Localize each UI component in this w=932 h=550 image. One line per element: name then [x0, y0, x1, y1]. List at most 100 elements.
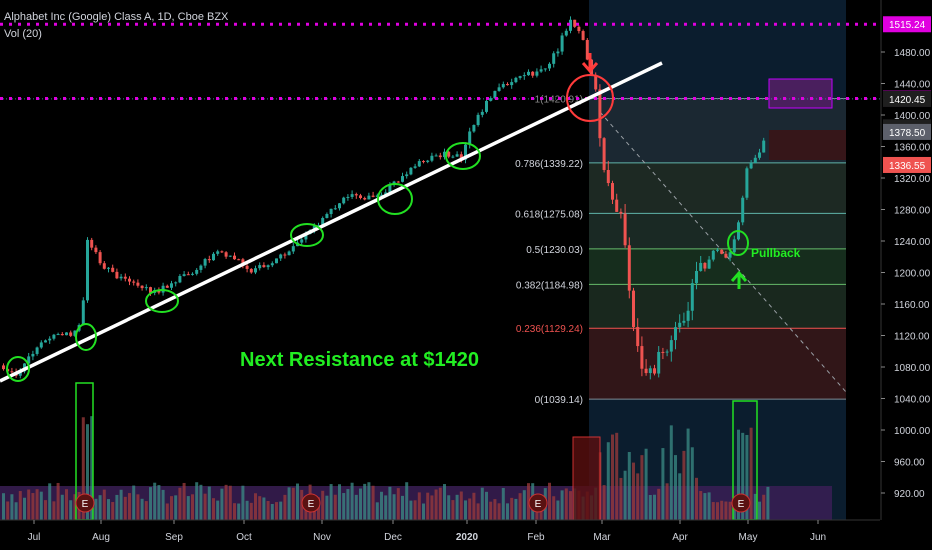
candle-body: [455, 154, 459, 157]
volume-bar: [724, 501, 728, 520]
y-tick-label: 1040.00: [894, 395, 931, 406]
x-tick-label: Apr: [672, 532, 688, 543]
candle-body: [711, 250, 715, 260]
candle-body: [657, 351, 661, 374]
candle-body: [480, 111, 484, 115]
volume-bar: [52, 501, 56, 520]
volume-bar: [741, 432, 745, 520]
candle-body: [472, 125, 476, 132]
candle-body: [539, 69, 543, 72]
candle-body: [174, 282, 178, 284]
candle-body: [371, 195, 375, 197]
volume-bar: [224, 484, 228, 520]
y-tick-label: 1480.00: [894, 48, 931, 59]
candle-body: [619, 211, 623, 214]
volume-bar: [98, 495, 102, 520]
volume-bar: [623, 470, 627, 520]
volume-bar: [249, 502, 253, 520]
price-tag: [883, 16, 931, 33]
candle-body: [136, 282, 140, 286]
volume-bar: [207, 486, 211, 520]
volume-bar: [220, 488, 224, 520]
volume-bar: [548, 482, 551, 520]
volume-bar: [753, 493, 757, 520]
x-tick-label: Nov: [313, 532, 331, 543]
candle-body: [132, 281, 136, 283]
y-tick-label: 1280.00: [894, 206, 931, 217]
candle-body: [207, 259, 211, 261]
volume-bar: [409, 500, 413, 520]
candle-body: [464, 144, 467, 160]
price-tag-label: 1378.50: [889, 128, 926, 139]
candle-body: [438, 155, 442, 158]
candle-body: [518, 76, 522, 78]
volume-bar: [245, 500, 249, 520]
candle-body: [35, 347, 39, 354]
candle-body: [485, 100, 488, 112]
volume-bar: [716, 502, 719, 520]
candle-body: [44, 340, 47, 343]
volume-bar: [342, 493, 346, 520]
candle-body: [291, 246, 295, 252]
candle-body: [275, 258, 278, 264]
volume-bar: [518, 493, 522, 520]
candle-body: [65, 332, 68, 336]
candle-body: [422, 161, 425, 163]
candle-body: [325, 214, 329, 218]
volume-bar: [728, 501, 732, 520]
candle-body: [695, 270, 698, 284]
volume-bar: [254, 493, 257, 520]
volume-bar: [283, 494, 287, 520]
candle-body: [317, 225, 320, 227]
volume-bar: [493, 499, 497, 520]
volume-bar: [472, 492, 476, 520]
earnings-marker-label: E: [308, 499, 315, 510]
candle-body: [249, 268, 253, 273]
volume-bar: [354, 494, 358, 520]
volume-bar: [60, 494, 64, 520]
candle-body: [413, 166, 417, 168]
touch-point-circle: [377, 183, 413, 215]
volume-bar: [434, 489, 438, 520]
earnings-marker-label: E: [535, 499, 542, 510]
candle-body: [94, 247, 98, 253]
volume-bar: [611, 434, 614, 520]
candle-body: [606, 169, 610, 184]
candle-body: [245, 265, 249, 269]
volume-bar: [422, 503, 425, 520]
candle-body: [401, 176, 404, 182]
price-tag: [883, 123, 931, 140]
volume-bar: [266, 500, 270, 520]
candle-body: [598, 89, 602, 139]
candle-body: [203, 259, 207, 266]
volume-bar: [468, 498, 472, 520]
volume-bar: [325, 495, 329, 520]
volume-bar: [48, 483, 52, 520]
candle-body: [648, 368, 652, 374]
y-tick-label: 1120.00: [894, 332, 930, 343]
volume-bar: [640, 455, 644, 520]
volume-bar: [296, 483, 299, 520]
candle-body: [669, 340, 673, 352]
volume-bar: [81, 417, 85, 520]
pullback-annotation: Pullback: [751, 246, 801, 260]
volume-bar: [510, 497, 514, 520]
price-tag: [883, 156, 931, 173]
volume-bar: [497, 503, 501, 520]
resistance-target-box: [768, 78, 833, 109]
candle-body: [338, 203, 341, 209]
volume-bar: [367, 482, 371, 520]
volume-bar: [426, 492, 430, 520]
candle-body: [195, 269, 199, 274]
volume-bar: [762, 494, 766, 520]
volume-bar: [94, 498, 98, 520]
volume-bar: [619, 477, 623, 520]
volume-bar: [300, 489, 304, 520]
candle-body: [321, 217, 325, 226]
fib-level-label: 0.382(1184.98): [516, 280, 583, 291]
x-tick-label: Jun: [810, 532, 826, 543]
x-tick-label: Jul: [28, 532, 41, 543]
volume-bar: [464, 500, 467, 520]
volume-bar: [270, 503, 274, 520]
